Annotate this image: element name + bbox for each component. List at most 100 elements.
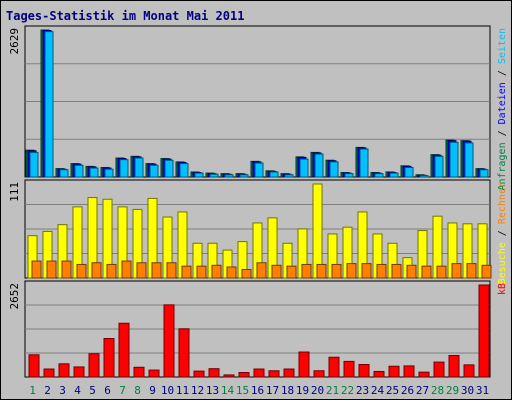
legend-entry: / [497, 64, 508, 82]
bar-rechner-28 [436, 265, 447, 279]
bar-seiten-14 [224, 174, 234, 178]
bar-seiten-31 [479, 169, 489, 178]
x-tick-label-17: 17 [266, 384, 279, 397]
chart-panels: 2629 Anfragen / Dateien / Seiten 111 Besuch… [8, 25, 508, 378]
chart-title: Tages-Statistik im Monat Mai 2011 [6, 9, 244, 23]
bar-rechner-11 [181, 265, 192, 279]
bar-seiten-10 [164, 159, 174, 178]
x-tick-label-12: 12 [191, 384, 204, 397]
x-tick-label-13: 13 [206, 384, 219, 397]
x-axis-labels: 1 2 3 4 5 6 7 8 9 10 11 12 13 14 15 16 17 18 19 20 21 22 23 24 2… [29, 384, 489, 397]
x-tick-label-15: 15 [236, 384, 249, 397]
bar-seiten-27 [419, 175, 429, 178]
x-tick-label-16: 16 [251, 384, 264, 397]
bar-rechner-19 [301, 263, 312, 279]
bar-seiten-4 [74, 164, 84, 178]
x-tick-label-20: 20 [311, 384, 324, 397]
bar-kb-25 [388, 365, 400, 378]
bar-kb-4 [73, 366, 85, 378]
bar-rechner-31 [481, 264, 492, 279]
bar-kb-14 [223, 374, 235, 378]
series-rechner [31, 260, 492, 279]
legend-bottom: kB [497, 283, 508, 295]
bar-rechner-29 [451, 263, 462, 279]
x-tick-label-31: 31 [476, 384, 489, 397]
bar-seiten-8 [134, 157, 144, 178]
bar-kb-26 [403, 365, 415, 378]
bar-kb-22 [343, 360, 355, 378]
x-tick-label-6: 6 [104, 384, 111, 397]
bar-kb-23 [358, 364, 370, 378]
bar-seiten-26 [404, 166, 414, 178]
bar-kb-21 [328, 356, 340, 378]
bar-kb-16 [253, 368, 265, 378]
bar-kb-3 [58, 363, 70, 378]
bar-kb-29 [448, 354, 460, 378]
bar-seiten-5 [89, 167, 99, 178]
bar-rechner-23 [361, 263, 372, 279]
bar-seiten-1 [29, 151, 39, 178]
bar-rechner-21 [331, 263, 342, 279]
bar-seiten-6 [104, 168, 114, 178]
bar-rechner-9 [151, 262, 162, 279]
max-label-bottom: 2652 [8, 283, 21, 310]
legend-entry: / [497, 224, 508, 242]
bar-rechner-20 [316, 263, 327, 279]
bar-kb-9 [148, 369, 160, 378]
x-tick-label-3: 3 [59, 384, 66, 397]
x-tick-label-4: 4 [74, 384, 81, 397]
bar-kb-20 [313, 370, 325, 378]
x-tick-label-8: 8 [134, 384, 141, 397]
bar-seiten-18 [284, 174, 294, 178]
bar-rechner-6 [106, 263, 117, 279]
bar-rechner-16 [256, 262, 267, 279]
legend-entry: Besuche [497, 242, 508, 284]
x-tick-label-7: 7 [119, 384, 126, 397]
legend-entry: kB [497, 283, 508, 295]
legend-top: Anfragen / Dateien / Seiten [497, 28, 508, 191]
x-tick-label-19: 19 [296, 384, 309, 397]
panel-bottom: 2652 kB [8, 280, 508, 378]
x-tick-label-29: 29 [446, 384, 459, 397]
bar-rechner-1 [31, 260, 42, 279]
legend-entry: Dateien [497, 82, 508, 124]
bar-rechner-14 [226, 266, 237, 279]
bar-rechner-26 [406, 264, 417, 279]
bar-seiten-28 [434, 155, 444, 178]
bar-seiten-21 [329, 161, 339, 178]
bar-rechner-2 [46, 260, 57, 279]
legend-entry: Anfragen [497, 142, 508, 190]
series-seiten [29, 31, 489, 178]
bar-seiten-30 [464, 142, 474, 178]
bar-kb-31 [478, 284, 490, 378]
bar-kb-28 [433, 361, 445, 378]
bar-seiten-25 [389, 172, 399, 178]
bar-kb-1 [28, 354, 40, 378]
bar-rechner-24 [376, 263, 387, 279]
bar-seiten-20 [314, 153, 324, 178]
bar-rechner-22 [346, 263, 357, 279]
x-tick-label-25: 25 [386, 384, 399, 397]
bar-seiten-24 [374, 173, 384, 178]
bar-seiten-13 [209, 173, 219, 178]
x-tick-label-9: 9 [149, 384, 156, 397]
bar-rechner-17 [271, 264, 282, 279]
x-tick-label-28: 28 [431, 384, 444, 397]
bar-kb-6 [103, 337, 115, 378]
bar-seiten-29 [449, 141, 459, 178]
bar-rechner-4 [76, 263, 87, 279]
x-tick-label-24: 24 [371, 384, 385, 397]
bar-rechner-5 [91, 262, 102, 279]
legend-entry: Rechner [497, 182, 508, 224]
panel-middle: 111 Besuche / Rechner [8, 179, 508, 284]
bar-seiten-11 [179, 163, 189, 178]
legend-entry: / [497, 124, 508, 142]
panel-top: 2629 Anfragen / Dateien / Seiten [8, 25, 508, 191]
bar-kb-17 [268, 370, 280, 378]
bar-seiten-17 [269, 171, 279, 178]
x-tick-label-30: 30 [461, 384, 474, 397]
bar-kb-12 [193, 370, 205, 378]
bar-rechner-27 [421, 265, 432, 279]
bar-kb-24 [373, 370, 385, 378]
